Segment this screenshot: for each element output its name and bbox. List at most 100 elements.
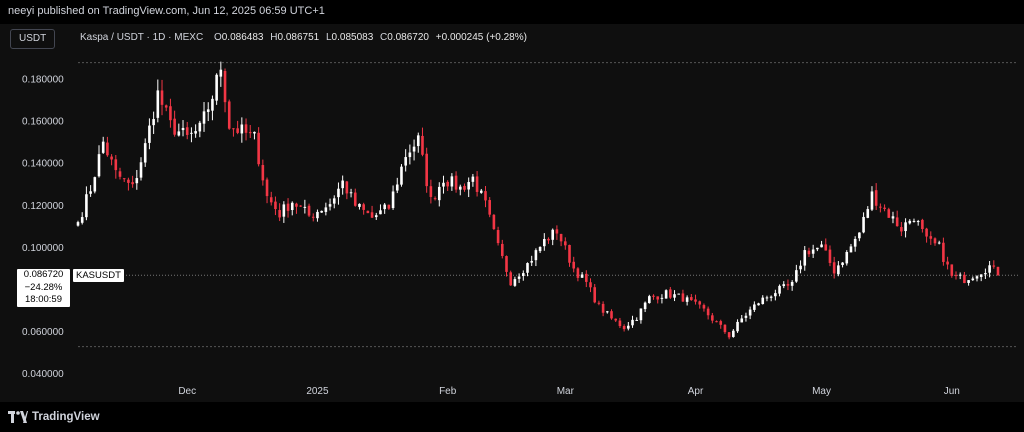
candle-up bbox=[530, 261, 534, 263]
symbol-tag: KASUSDT bbox=[73, 269, 124, 282]
candle-up bbox=[769, 296, 773, 298]
candle-up bbox=[282, 204, 286, 217]
candle-up bbox=[853, 238, 857, 247]
candle-up bbox=[408, 152, 412, 158]
y-tick-label: 0.120000 bbox=[22, 201, 64, 212]
candle-down bbox=[576, 268, 580, 278]
candle-up bbox=[450, 176, 454, 187]
candle-up bbox=[177, 131, 181, 136]
candle-up bbox=[416, 135, 420, 147]
legend-high-label: H bbox=[270, 32, 278, 43]
candle-up bbox=[837, 265, 840, 275]
candle-down bbox=[610, 311, 613, 319]
candle-up bbox=[870, 191, 874, 210]
candle-up bbox=[643, 302, 647, 310]
candle-down bbox=[895, 217, 899, 227]
candle-down bbox=[446, 181, 449, 187]
candle-up bbox=[627, 325, 630, 329]
y-tick-label: 0.160000 bbox=[22, 117, 64, 128]
candle-down bbox=[353, 192, 357, 206]
candle-down bbox=[299, 205, 302, 207]
candle-down bbox=[185, 127, 189, 135]
candle-up bbox=[635, 319, 639, 321]
candle-up bbox=[606, 311, 609, 313]
candle-up bbox=[753, 304, 756, 310]
candle-down bbox=[248, 132, 252, 134]
candle-up bbox=[181, 127, 185, 131]
candle-up bbox=[190, 132, 193, 134]
candle-down bbox=[694, 299, 697, 302]
candle-up bbox=[984, 273, 987, 275]
candle-down bbox=[879, 206, 882, 208]
candle-up bbox=[97, 154, 101, 177]
candle-up bbox=[988, 265, 991, 273]
candle-down bbox=[160, 90, 164, 105]
candle-up bbox=[782, 284, 786, 287]
candle-up bbox=[820, 244, 823, 248]
candle-down bbox=[278, 210, 281, 218]
candle-down bbox=[236, 128, 239, 133]
candle-up bbox=[194, 131, 197, 134]
y-tick-label: 0.100000 bbox=[22, 243, 64, 254]
candle-down bbox=[921, 219, 924, 229]
candle-up bbox=[757, 303, 760, 306]
chart-area[interactable] bbox=[0, 24, 1024, 402]
candle-up bbox=[799, 265, 802, 270]
candle-down bbox=[669, 289, 672, 298]
candle-down bbox=[723, 324, 727, 333]
symbol-button[interactable]: USDT bbox=[10, 29, 56, 49]
legend-close-label: C bbox=[380, 32, 388, 43]
candle-down bbox=[500, 243, 504, 256]
candle-down bbox=[114, 159, 118, 171]
candle-down bbox=[727, 332, 731, 338]
footer-bar bbox=[0, 402, 1024, 432]
candle-up bbox=[648, 296, 651, 304]
candle-up bbox=[152, 119, 155, 126]
brand[interactable]: TradingView bbox=[8, 409, 100, 425]
candle-down bbox=[387, 204, 391, 209]
candle-down bbox=[963, 274, 966, 284]
candle-down bbox=[274, 201, 277, 210]
candle-up bbox=[467, 182, 470, 190]
candle-down bbox=[929, 236, 933, 239]
candle-down bbox=[656, 296, 660, 300]
candle-down bbox=[484, 191, 487, 201]
candle-up bbox=[332, 198, 336, 204]
candle-up bbox=[139, 162, 143, 178]
candle-down bbox=[593, 287, 597, 303]
x-tick-label: Mar bbox=[557, 386, 575, 397]
legend-title: Kaspa / USDT · 1D · MEXC bbox=[80, 32, 204, 43]
legend-open-label: O bbox=[213, 32, 222, 43]
candle-down bbox=[307, 205, 311, 216]
candle-up bbox=[143, 143, 147, 163]
candle-down bbox=[786, 284, 790, 286]
candle-up bbox=[148, 125, 151, 143]
candle-up bbox=[538, 246, 542, 252]
candle-up bbox=[732, 330, 735, 337]
candle-down bbox=[832, 262, 836, 274]
candle-down bbox=[711, 315, 714, 321]
candle-up bbox=[526, 263, 529, 273]
candle-down bbox=[131, 182, 134, 185]
candle-up bbox=[89, 191, 92, 194]
candle-down bbox=[488, 200, 491, 215]
candle-down bbox=[492, 214, 496, 230]
candle-down bbox=[996, 266, 1000, 276]
candle-down bbox=[475, 176, 479, 192]
candle-down bbox=[925, 228, 928, 237]
candle-up bbox=[206, 109, 210, 112]
candle-up bbox=[866, 209, 870, 218]
candle-up bbox=[891, 216, 895, 219]
candle-up bbox=[912, 220, 916, 222]
candle-down bbox=[261, 165, 265, 181]
candle-up bbox=[240, 124, 244, 134]
candle-up bbox=[803, 250, 807, 266]
x-tick-label: Jun bbox=[944, 386, 960, 397]
candle-up bbox=[542, 239, 546, 247]
candle-down bbox=[652, 295, 655, 297]
candle-up bbox=[790, 282, 794, 286]
price-chart[interactable]: 0.180000 0.160000 0.140000 0.120000 0.100000… bbox=[0, 0, 1024, 402]
candle-up bbox=[379, 210, 382, 215]
candle-down bbox=[370, 212, 374, 218]
candle-up bbox=[660, 297, 664, 299]
